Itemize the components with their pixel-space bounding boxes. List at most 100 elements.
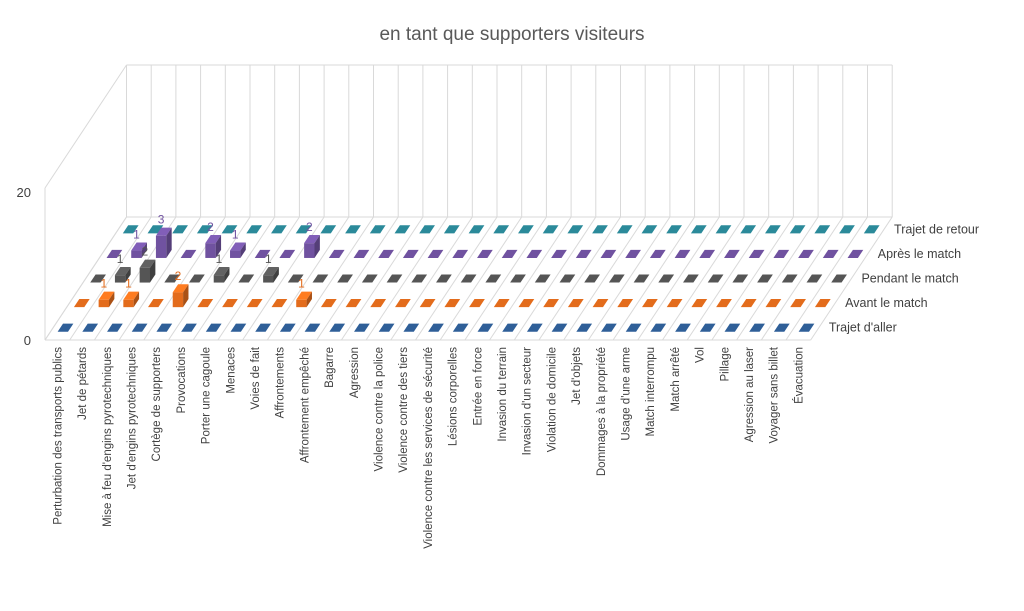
bar bbox=[189, 274, 205, 283]
bar bbox=[592, 299, 609, 308]
bar bbox=[814, 225, 831, 234]
bar bbox=[131, 242, 147, 258]
bar bbox=[757, 274, 773, 283]
bar bbox=[839, 225, 855, 234]
category-label: Entrée en force bbox=[472, 347, 484, 426]
floor-gridline bbox=[44, 216, 127, 341]
bar bbox=[230, 242, 246, 258]
bar-top bbox=[485, 274, 502, 283]
bar-top bbox=[534, 274, 551, 283]
bar-side bbox=[224, 267, 230, 283]
bar bbox=[164, 274, 181, 283]
bar-front bbox=[98, 299, 109, 308]
bar-top bbox=[765, 225, 781, 234]
bar bbox=[501, 249, 518, 258]
bar bbox=[773, 249, 790, 258]
bar-top bbox=[213, 267, 230, 276]
bar bbox=[831, 274, 847, 283]
bar-side bbox=[149, 259, 156, 283]
bar bbox=[419, 299, 436, 308]
category-label: Match arrêté bbox=[670, 347, 682, 412]
bar-top bbox=[699, 249, 716, 258]
bar bbox=[254, 249, 271, 258]
bar bbox=[765, 299, 782, 308]
bar-front bbox=[213, 275, 225, 283]
bar-top bbox=[551, 323, 568, 332]
bar bbox=[650, 323, 667, 332]
bar bbox=[666, 225, 682, 234]
data-label: 1 bbox=[133, 227, 140, 241]
bar bbox=[156, 323, 173, 332]
bar bbox=[444, 299, 461, 308]
floor-gridline bbox=[365, 216, 449, 341]
bar-top bbox=[477, 323, 494, 332]
bar bbox=[271, 225, 287, 234]
bar-top bbox=[304, 323, 321, 332]
bar bbox=[510, 274, 526, 283]
bar bbox=[402, 249, 419, 258]
bar-side bbox=[314, 235, 320, 258]
bar-top bbox=[238, 274, 255, 283]
bar-top bbox=[732, 274, 749, 283]
bar-side bbox=[183, 284, 189, 308]
bar-top bbox=[542, 225, 559, 234]
bar-top bbox=[592, 299, 609, 308]
floor-gridline bbox=[192, 216, 276, 341]
bar-top bbox=[139, 259, 156, 268]
category-label: Cortège de supporters bbox=[151, 347, 163, 462]
bar-top bbox=[675, 323, 691, 332]
bar-top bbox=[575, 249, 592, 258]
category-label: Mise à feu d'engins pyrotechniques bbox=[102, 347, 114, 527]
bar-top bbox=[428, 323, 444, 332]
bar bbox=[781, 274, 798, 283]
bar bbox=[419, 225, 435, 234]
bar-top bbox=[57, 323, 74, 332]
bar-top bbox=[436, 274, 452, 283]
bar-top bbox=[649, 249, 666, 258]
bar bbox=[534, 274, 551, 283]
bar-top bbox=[814, 299, 831, 308]
bar bbox=[699, 323, 716, 332]
bar bbox=[567, 225, 584, 234]
bar bbox=[469, 299, 485, 308]
bar-top bbox=[181, 323, 197, 332]
bar-top bbox=[576, 323, 593, 332]
bar-top bbox=[337, 274, 353, 283]
bar bbox=[329, 323, 346, 332]
floor-gridline bbox=[612, 216, 696, 341]
side-wall-top bbox=[44, 64, 127, 189]
bar-top bbox=[328, 249, 345, 258]
bar-top bbox=[320, 299, 337, 308]
bar bbox=[304, 235, 320, 258]
bar-top bbox=[271, 225, 287, 234]
bar-top bbox=[510, 274, 526, 283]
bar-top bbox=[790, 299, 806, 308]
series-label: Après le match bbox=[878, 247, 961, 261]
bar bbox=[279, 249, 296, 258]
floor-gridline bbox=[316, 216, 399, 341]
bar-top bbox=[493, 225, 510, 234]
bar bbox=[427, 249, 444, 258]
category-label: Agression bbox=[349, 347, 361, 398]
bar-front bbox=[263, 275, 274, 283]
floor-gridline bbox=[587, 216, 671, 341]
bar-top bbox=[329, 323, 346, 332]
bar-top bbox=[403, 323, 420, 332]
data-label: 2 bbox=[175, 269, 182, 283]
bar bbox=[559, 274, 576, 283]
bar bbox=[139, 259, 156, 283]
bar bbox=[196, 225, 213, 234]
bar-top bbox=[345, 299, 362, 308]
bar-top bbox=[798, 323, 815, 332]
bar bbox=[715, 225, 732, 234]
bar bbox=[230, 323, 247, 332]
floor-gridline bbox=[69, 216, 152, 341]
bar-top bbox=[452, 249, 469, 258]
bar bbox=[123, 291, 140, 308]
bar bbox=[789, 225, 806, 234]
bar bbox=[57, 323, 74, 332]
bar-top bbox=[543, 299, 559, 308]
bar bbox=[378, 323, 395, 332]
bar-top bbox=[164, 274, 181, 283]
